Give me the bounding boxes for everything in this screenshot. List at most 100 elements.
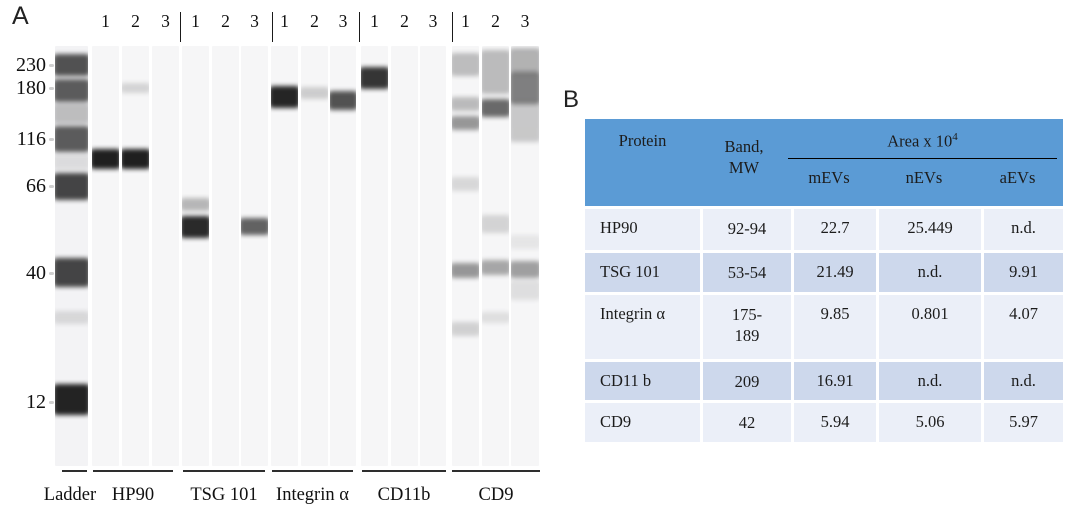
ladder-marker-label: 40: [26, 262, 46, 284]
gel-band: [55, 126, 88, 152]
lane-number-label: 1: [280, 11, 289, 31]
lane-group-label: TSG 101: [190, 485, 258, 505]
gel-band: [511, 235, 539, 249]
band-header-line1: Band,: [724, 137, 764, 156]
gel-lane: [182, 46, 209, 466]
ladder-marker-label: 180: [16, 77, 46, 99]
panel-a-label: A: [12, 2, 29, 30]
area-title-text: Area x 10: [887, 131, 953, 151]
ladder-label: Ladder: [43, 485, 97, 505]
ladder-marker-tick: [49, 272, 54, 275]
lane-group-label: CD11b: [377, 485, 431, 505]
gel-lane: [511, 46, 539, 466]
cell-mevs: 5.94: [794, 403, 876, 442]
gel-band: [55, 384, 88, 415]
table-row: CD9 42 5.94 5.06 5.97: [585, 403, 1063, 442]
gel-band: [452, 322, 479, 336]
lane-number-label: 3: [520, 11, 530, 31]
gel-band: [55, 311, 88, 324]
lane-group-separator: [272, 12, 274, 42]
gel-lane: [361, 46, 388, 466]
lane-number-label: 2: [131, 11, 140, 31]
gel-band: [482, 312, 509, 323]
gel-band: [55, 173, 88, 200]
col-header-aevs: aEVs: [999, 168, 1036, 187]
cell-aevs: 4.07: [984, 295, 1063, 359]
gel-band: [182, 216, 209, 238]
lane-group-underline: [183, 470, 265, 472]
gel-lane: [330, 46, 356, 466]
cell-protein: CD9: [585, 403, 700, 442]
table-row: Integrin α 175-189 9.85 0.801 4.07: [585, 295, 1063, 359]
table-header: Protein Band, MW Area x 104 mEVs nEVs aE…: [585, 119, 1063, 206]
cell-band: 209: [703, 362, 791, 400]
cell-protein: CD11 b: [585, 362, 700, 400]
lane-number-label: 1: [461, 11, 470, 31]
lane-group-separator: [359, 12, 361, 42]
cell-mevs: 9.85: [794, 295, 876, 359]
gel-lane: [271, 46, 298, 466]
cell-band: 53-54: [703, 253, 791, 292]
gel-band: [482, 99, 509, 117]
gel-band: [241, 218, 268, 235]
gel-band: [55, 258, 88, 287]
protein-area-table: Protein Band, MW Area x 104 mEVs nEVs aE…: [585, 119, 1063, 442]
lane-group-label: CD9: [478, 485, 514, 505]
gel-band: [182, 198, 209, 211]
ladder-marker-tick: [49, 401, 54, 404]
lane-group-underline: [452, 470, 540, 472]
ladder-marker-tick: [49, 64, 54, 67]
ladder-marker-label: 66: [26, 175, 46, 197]
lane-number-label: 3: [250, 11, 259, 31]
gel-lane: [241, 46, 268, 466]
gel-band: [55, 54, 88, 76]
gel-band: [55, 103, 88, 124]
col-header-protein: Protein: [618, 131, 667, 150]
gel-band: [271, 86, 298, 108]
gel-band: [511, 48, 539, 74]
cell-mevs: 21.49: [794, 253, 876, 292]
lane-group-underline: [93, 470, 173, 472]
gel-band: [511, 102, 539, 142]
panel-b-label: B: [563, 86, 580, 113]
gel-band: [482, 215, 509, 233]
lane-group-label: HP90: [111, 485, 155, 505]
col-header-area-group: Area x 104 mEVs nEVs aEVs: [788, 119, 1057, 206]
ladder-marker-label: 116: [16, 128, 46, 150]
cell-aevs: 9.91: [984, 253, 1063, 292]
ladder-marker-label: 12: [26, 391, 46, 413]
gel-band: [511, 280, 539, 300]
cell-protein: HP90: [585, 209, 700, 250]
gel-lane: [92, 46, 119, 466]
gel-band: [482, 50, 509, 94]
lane-number-label: 3: [338, 11, 348, 31]
cell-aevs: n.d.: [984, 362, 1063, 400]
area-subheaders: mEVs nEVs aEVs: [788, 159, 1057, 188]
ladder-marker-tick: [49, 87, 54, 90]
lane-number-label: 1: [191, 11, 200, 31]
gel-lane: [420, 46, 446, 466]
lane-group-underline: [362, 470, 446, 472]
gel-band: [55, 79, 88, 102]
cell-mevs: 22.7: [794, 209, 876, 250]
lane-number-label: 2: [221, 11, 230, 31]
cell-nevs: 0.801: [879, 295, 981, 359]
gel-band: [55, 154, 88, 170]
lane-group-separator: [180, 12, 182, 42]
band-header-line2: MW: [728, 158, 760, 177]
gel-panel: 230 180 116 66 40 12 Ladder 1 2 3 HP90 1 2 3 TSG 101 1 2…: [16, 11, 540, 505]
cell-nevs: n.d.: [879, 253, 981, 292]
lane-group-separator: [452, 12, 454, 42]
gel-band: [452, 53, 479, 76]
lane-number-label: 2: [400, 11, 409, 31]
table-row: TSG 101 53-54 21.49 n.d. 9.91: [585, 253, 1063, 292]
cell-nevs: 5.06: [879, 403, 981, 442]
cell-aevs: n.d.: [984, 209, 1063, 250]
gel-band: [452, 97, 479, 111]
gel-band: [511, 72, 539, 104]
gel-band: [361, 67, 388, 89]
cell-aevs: 5.97: [984, 403, 1063, 442]
table-row: HP90 92-94 22.7 25.449 n.d.: [585, 209, 1063, 250]
cell-mevs: 16.91: [794, 362, 876, 400]
